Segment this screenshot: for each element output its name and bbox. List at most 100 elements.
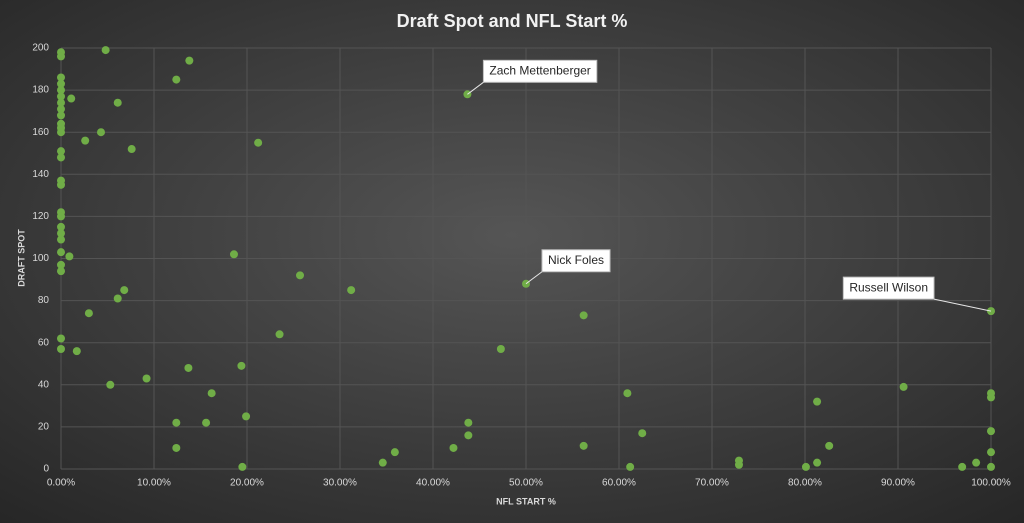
data-point	[813, 397, 822, 406]
data-point	[57, 147, 65, 156]
data-point	[185, 56, 194, 65]
data-point	[464, 418, 473, 427]
data-point	[57, 92, 65, 101]
annotation-label: Russell Wilson	[849, 280, 928, 294]
x-tick-label: 10.00%	[137, 478, 171, 489]
data-point	[57, 128, 65, 137]
data-point	[57, 229, 65, 238]
data-point	[626, 462, 635, 471]
data-point	[734, 460, 743, 469]
data-point	[987, 393, 995, 402]
data-point	[57, 153, 65, 162]
data-point	[202, 418, 211, 427]
y-tick-label: 200	[32, 43, 49, 54]
leader-line	[467, 81, 484, 95]
y-tick-label: 120	[32, 211, 49, 222]
data-point	[347, 286, 356, 295]
data-point	[57, 86, 65, 95]
data-point	[101, 46, 110, 55]
data-point	[65, 252, 74, 261]
data-point	[987, 462, 995, 471]
data-point	[172, 75, 181, 84]
data-point	[237, 361, 246, 370]
data-point	[825, 441, 834, 450]
x-tick-label: 70.00%	[695, 478, 729, 489]
data-point	[296, 271, 305, 280]
data-point	[57, 52, 65, 61]
data-point	[464, 431, 473, 440]
data-point	[57, 180, 65, 189]
y-tick-label: 0	[43, 464, 49, 475]
y-tick-label: 80	[38, 295, 50, 306]
data-point	[172, 418, 181, 427]
data-point	[120, 286, 129, 295]
annotation: Russell Wilson	[842, 276, 992, 312]
data-point	[972, 458, 981, 467]
annotation: Zach Mettenberger	[467, 59, 598, 95]
data-point	[378, 458, 387, 467]
data-point	[958, 462, 967, 471]
annotation-box	[842, 276, 935, 300]
data-point	[57, 98, 65, 107]
data-point	[57, 79, 65, 88]
data-point	[142, 374, 151, 383]
data-point	[57, 105, 65, 114]
y-tick-label: 160	[32, 127, 49, 138]
data-point	[113, 98, 122, 107]
data-point	[72, 347, 81, 356]
data-point	[238, 462, 247, 471]
data-point	[84, 309, 93, 318]
data-point	[57, 111, 65, 120]
data-point	[81, 136, 90, 145]
x-tick-label: 100.00%	[971, 478, 1011, 489]
data-point	[184, 363, 193, 372]
y-tick-label: 40	[38, 379, 50, 390]
annotation: Nick Foles	[525, 249, 611, 285]
data-point	[987, 448, 995, 457]
data-point	[127, 145, 136, 154]
data-point	[57, 73, 65, 82]
chart-title: Draft Spot and NFL Start %	[397, 11, 628, 31]
x-tick-label: 30.00%	[323, 478, 357, 489]
y-tick-label: 60	[38, 337, 50, 348]
x-axis-label: NFL START %	[496, 496, 556, 506]
annotation-label: Zach Mettenberger	[489, 63, 590, 77]
x-tick-label: 60.00%	[602, 478, 636, 489]
data-point	[987, 427, 995, 436]
data-point	[57, 267, 65, 276]
x-tick-label: 20.00%	[230, 478, 264, 489]
data-point	[801, 462, 810, 471]
leader-line	[525, 271, 543, 285]
y-axis-label: DRAFT SPOT	[16, 229, 26, 287]
x-tick-label: 40.00%	[416, 478, 450, 489]
data-point	[623, 389, 632, 398]
data-point	[106, 380, 115, 389]
data-point	[638, 429, 647, 438]
data-point	[67, 94, 76, 103]
x-tick-label: 50.00%	[509, 478, 543, 489]
x-tick-label: 0.00%	[47, 478, 75, 489]
data-point	[57, 212, 65, 221]
data-point	[275, 330, 284, 339]
data-point	[172, 443, 181, 452]
data-point	[242, 412, 251, 421]
data-point	[496, 345, 505, 354]
annotation-label: Nick Foles	[548, 253, 604, 267]
data-point	[57, 334, 65, 343]
data-point	[254, 138, 263, 147]
data-point	[57, 235, 65, 244]
y-tick-label: 180	[32, 85, 49, 96]
data-point	[57, 248, 65, 257]
annotation-box	[541, 249, 611, 273]
data-point	[579, 311, 588, 320]
data-point	[96, 128, 105, 137]
y-tick-label: 140	[32, 169, 49, 180]
leader-line	[933, 298, 992, 312]
x-tick-label: 90.00%	[881, 478, 915, 489]
data-point	[57, 260, 65, 269]
data-point	[813, 458, 822, 467]
data-point	[449, 443, 458, 452]
data-point	[57, 222, 65, 231]
data-point	[57, 345, 65, 354]
